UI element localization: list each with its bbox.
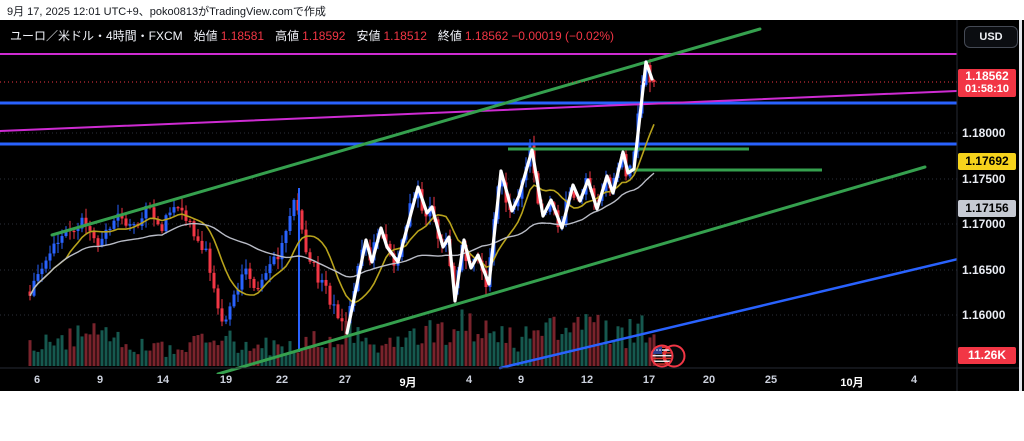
attribution-text: 9月 17, 2025 12:01 UTC+9、poko0813がTrading… [7, 6, 326, 18]
currency-toggle-button[interactable]: USD [964, 26, 1018, 48]
ma-fast-price-label: 1.17692 [958, 153, 1016, 170]
open-value: 1.18581 [220, 28, 265, 43]
time-tick[interactable]: 9月 [399, 377, 417, 389]
low-label: 安値 [356, 29, 381, 43]
close-label: 終値 [437, 29, 462, 43]
time-tick[interactable]: 4 [910, 374, 918, 386]
price-tick[interactable]: 1.17500 [962, 172, 1006, 186]
ma-slow-price-label: 1.17156 [958, 200, 1016, 217]
time-tick[interactable]: 19 [219, 374, 233, 386]
symbol-title[interactable]: ユーロ／米ドル・4時間・FXCM [10, 29, 183, 43]
high-value: 1.18592 [302, 28, 346, 43]
time-tick[interactable]: 12 [580, 374, 594, 386]
time-tick[interactable]: 22 [275, 374, 289, 386]
time-tick[interactable]: 9 [517, 374, 525, 386]
price-tick[interactable]: 1.17000 [962, 217, 1006, 231]
time-tick[interactable]: 27 [338, 374, 352, 386]
low-value: 1.18512 [383, 28, 427, 43]
time-tick[interactable]: 17 [642, 374, 656, 386]
volume-label: 11.26K [958, 347, 1016, 364]
time-tick[interactable]: 14 [156, 374, 170, 386]
price-tick[interactable]: 1.16000 [962, 308, 1006, 322]
price-tick[interactable]: 1.16500 [962, 263, 1006, 277]
high-label: 高値 [275, 29, 300, 43]
window-edge [1019, 20, 1022, 391]
change-value: −0.00019 (−0.02%) [511, 28, 615, 43]
open-label: 始値 [193, 29, 218, 43]
time-tick[interactable]: 25 [764, 374, 778, 386]
attribution-bar: 9月 17, 2025 12:01 UTC+9、poko0813がTrading… [0, 0, 1024, 20]
time-tick[interactable]: 9 [96, 374, 104, 386]
time-tick[interactable]: 20 [702, 374, 716, 386]
close-value: 1.18562 [464, 28, 509, 43]
last-price-label: 1.18562 01:58:10 [958, 69, 1016, 97]
ohlc-header: ユーロ／米ドル・4時間・FXCM 始値 1.18581 高値 1.18592 安値 1… [10, 27, 614, 44]
time-tick[interactable]: 6 [33, 374, 41, 386]
footer-bar: TradingView [0, 391, 1024, 441]
time-tick[interactable]: 4 [465, 374, 473, 386]
price-tick[interactable]: 1.18000 [962, 126, 1006, 140]
time-tick[interactable]: 10月 [840, 377, 864, 389]
chart-canvas[interactable] [0, 20, 1024, 391]
